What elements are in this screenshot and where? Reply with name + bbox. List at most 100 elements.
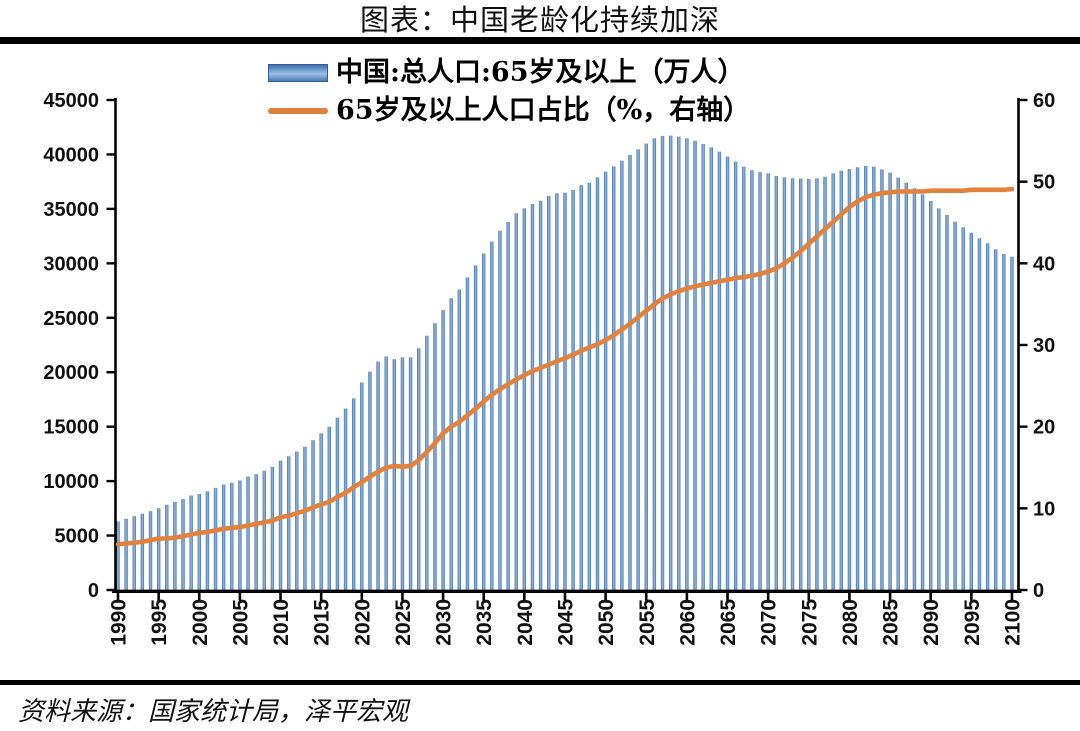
bars-layer: [116, 135, 1014, 591]
population-bar: [733, 161, 738, 590]
share-line: [115, 186, 1015, 547]
x-axis-tick-label: 2045: [555, 599, 578, 646]
x-axis-tick-label: 2035: [473, 599, 496, 646]
x-axis-tick-label: 2015: [311, 599, 334, 646]
population-bar: [116, 521, 120, 590]
population-bar: [360, 382, 364, 590]
population-bar: [725, 156, 730, 590]
population-bar: [717, 151, 722, 590]
population-bar: [376, 361, 380, 590]
population-bar: [368, 371, 372, 590]
population-bar: [351, 398, 356, 590]
y-axis-left-tick-label: 20000: [43, 362, 99, 384]
population-bar: [530, 203, 535, 591]
y-axis-left-tick-label: 30000: [43, 253, 99, 275]
population-bar: [473, 265, 478, 590]
population-bar: [311, 440, 315, 590]
population-bar: [685, 138, 689, 590]
x-axis-tick-label: 1990: [108, 599, 131, 646]
population-bar: [782, 177, 787, 590]
population-bar: [644, 143, 648, 590]
population-bar: [774, 176, 778, 590]
population-bar: [238, 480, 242, 590]
population-bar: [156, 508, 161, 590]
page-title: 图表：中国老龄化持续加深: [359, 3, 720, 37]
top-divider: [0, 37, 1080, 44]
x-axis-tick-label: 2080: [839, 599, 862, 646]
population-bar: [165, 504, 169, 590]
population-bar: [709, 147, 713, 590]
x-axis-tick-label: 2005: [229, 599, 252, 646]
x-axis-tick-label: 2000: [189, 599, 212, 646]
population-bar: [197, 493, 201, 590]
population-bar: [205, 491, 210, 590]
bar-series-swatch-icon: [268, 64, 328, 82]
population-bar: [140, 513, 145, 590]
x-axis-tick-label: 2070: [758, 599, 781, 646]
population-bar: [319, 433, 323, 590]
x-axis-tick-label: 2040: [514, 599, 537, 646]
y-axis-right-tick-label: 30: [1033, 335, 1055, 357]
population-bar: [628, 154, 632, 591]
y-axis-left-tick-label: 45000: [43, 90, 99, 112]
population-bar: [514, 213, 518, 591]
population-bar: [579, 185, 583, 591]
population-bar: [912, 188, 917, 590]
population-bar: [498, 230, 502, 591]
population-bar: [400, 357, 405, 590]
population-bar: [994, 249, 998, 591]
population-bar: [823, 176, 827, 590]
population-bar: [408, 357, 413, 590]
population-bar: [392, 359, 397, 590]
population-bar: [384, 356, 388, 590]
population-bar: [425, 335, 429, 590]
population-bar: [677, 136, 681, 590]
population-bar: [636, 149, 640, 590]
population-bar: [872, 166, 876, 590]
x-axis-tick-label: 2100: [1002, 599, 1025, 646]
y-axis-right-tick-label: 40: [1033, 253, 1055, 275]
population-bar: [538, 200, 543, 590]
population-bar: [693, 140, 697, 590]
population-bar: [766, 173, 770, 590]
source-note: 资料来源：国家统计局，泽平宏观: [18, 697, 409, 727]
population-bar: [896, 177, 900, 590]
population-bar: [286, 456, 291, 590]
population-bar: [417, 348, 421, 590]
population-bar: [343, 408, 348, 590]
population-bar: [465, 277, 470, 590]
line-layer: [115, 186, 1015, 547]
y-axis-left-tick-label: 0: [88, 580, 99, 602]
x-axis-tick-label: 2025: [392, 599, 415, 646]
population-bar: [969, 232, 974, 591]
population-bar: [603, 171, 608, 590]
population-bar: [612, 166, 616, 591]
population-bar: [668, 135, 673, 591]
population-bar: [563, 192, 567, 590]
population-bar: [790, 178, 795, 591]
population-bar: [831, 173, 835, 590]
population-bar: [880, 169, 884, 591]
population-bar: [888, 172, 892, 590]
population-bar: [132, 516, 136, 590]
population-bar: [587, 182, 592, 590]
population-bar: [221, 484, 226, 590]
legend-item-bar-series: 中国:总人口:65岁及以上（万人）: [268, 58, 745, 88]
population-bar: [213, 487, 218, 590]
x-axis-tick-label: 2085: [880, 599, 903, 646]
population-bar: [490, 241, 494, 590]
population-bar: [262, 470, 266, 590]
x-axis-tick-label: 2055: [636, 599, 659, 646]
population-bar: [278, 460, 283, 590]
population-bar: [985, 243, 990, 591]
x-axis-tick-label: 2065: [717, 599, 740, 646]
population-bar: [449, 298, 453, 590]
population-bar: [620, 160, 624, 590]
x-axis-tick-label: 2060: [676, 599, 699, 646]
population-bar: [961, 227, 965, 591]
population-bar: [1010, 256, 1014, 590]
population-bar: [920, 194, 925, 591]
x-axis-tick-label: 2010: [270, 599, 293, 646]
